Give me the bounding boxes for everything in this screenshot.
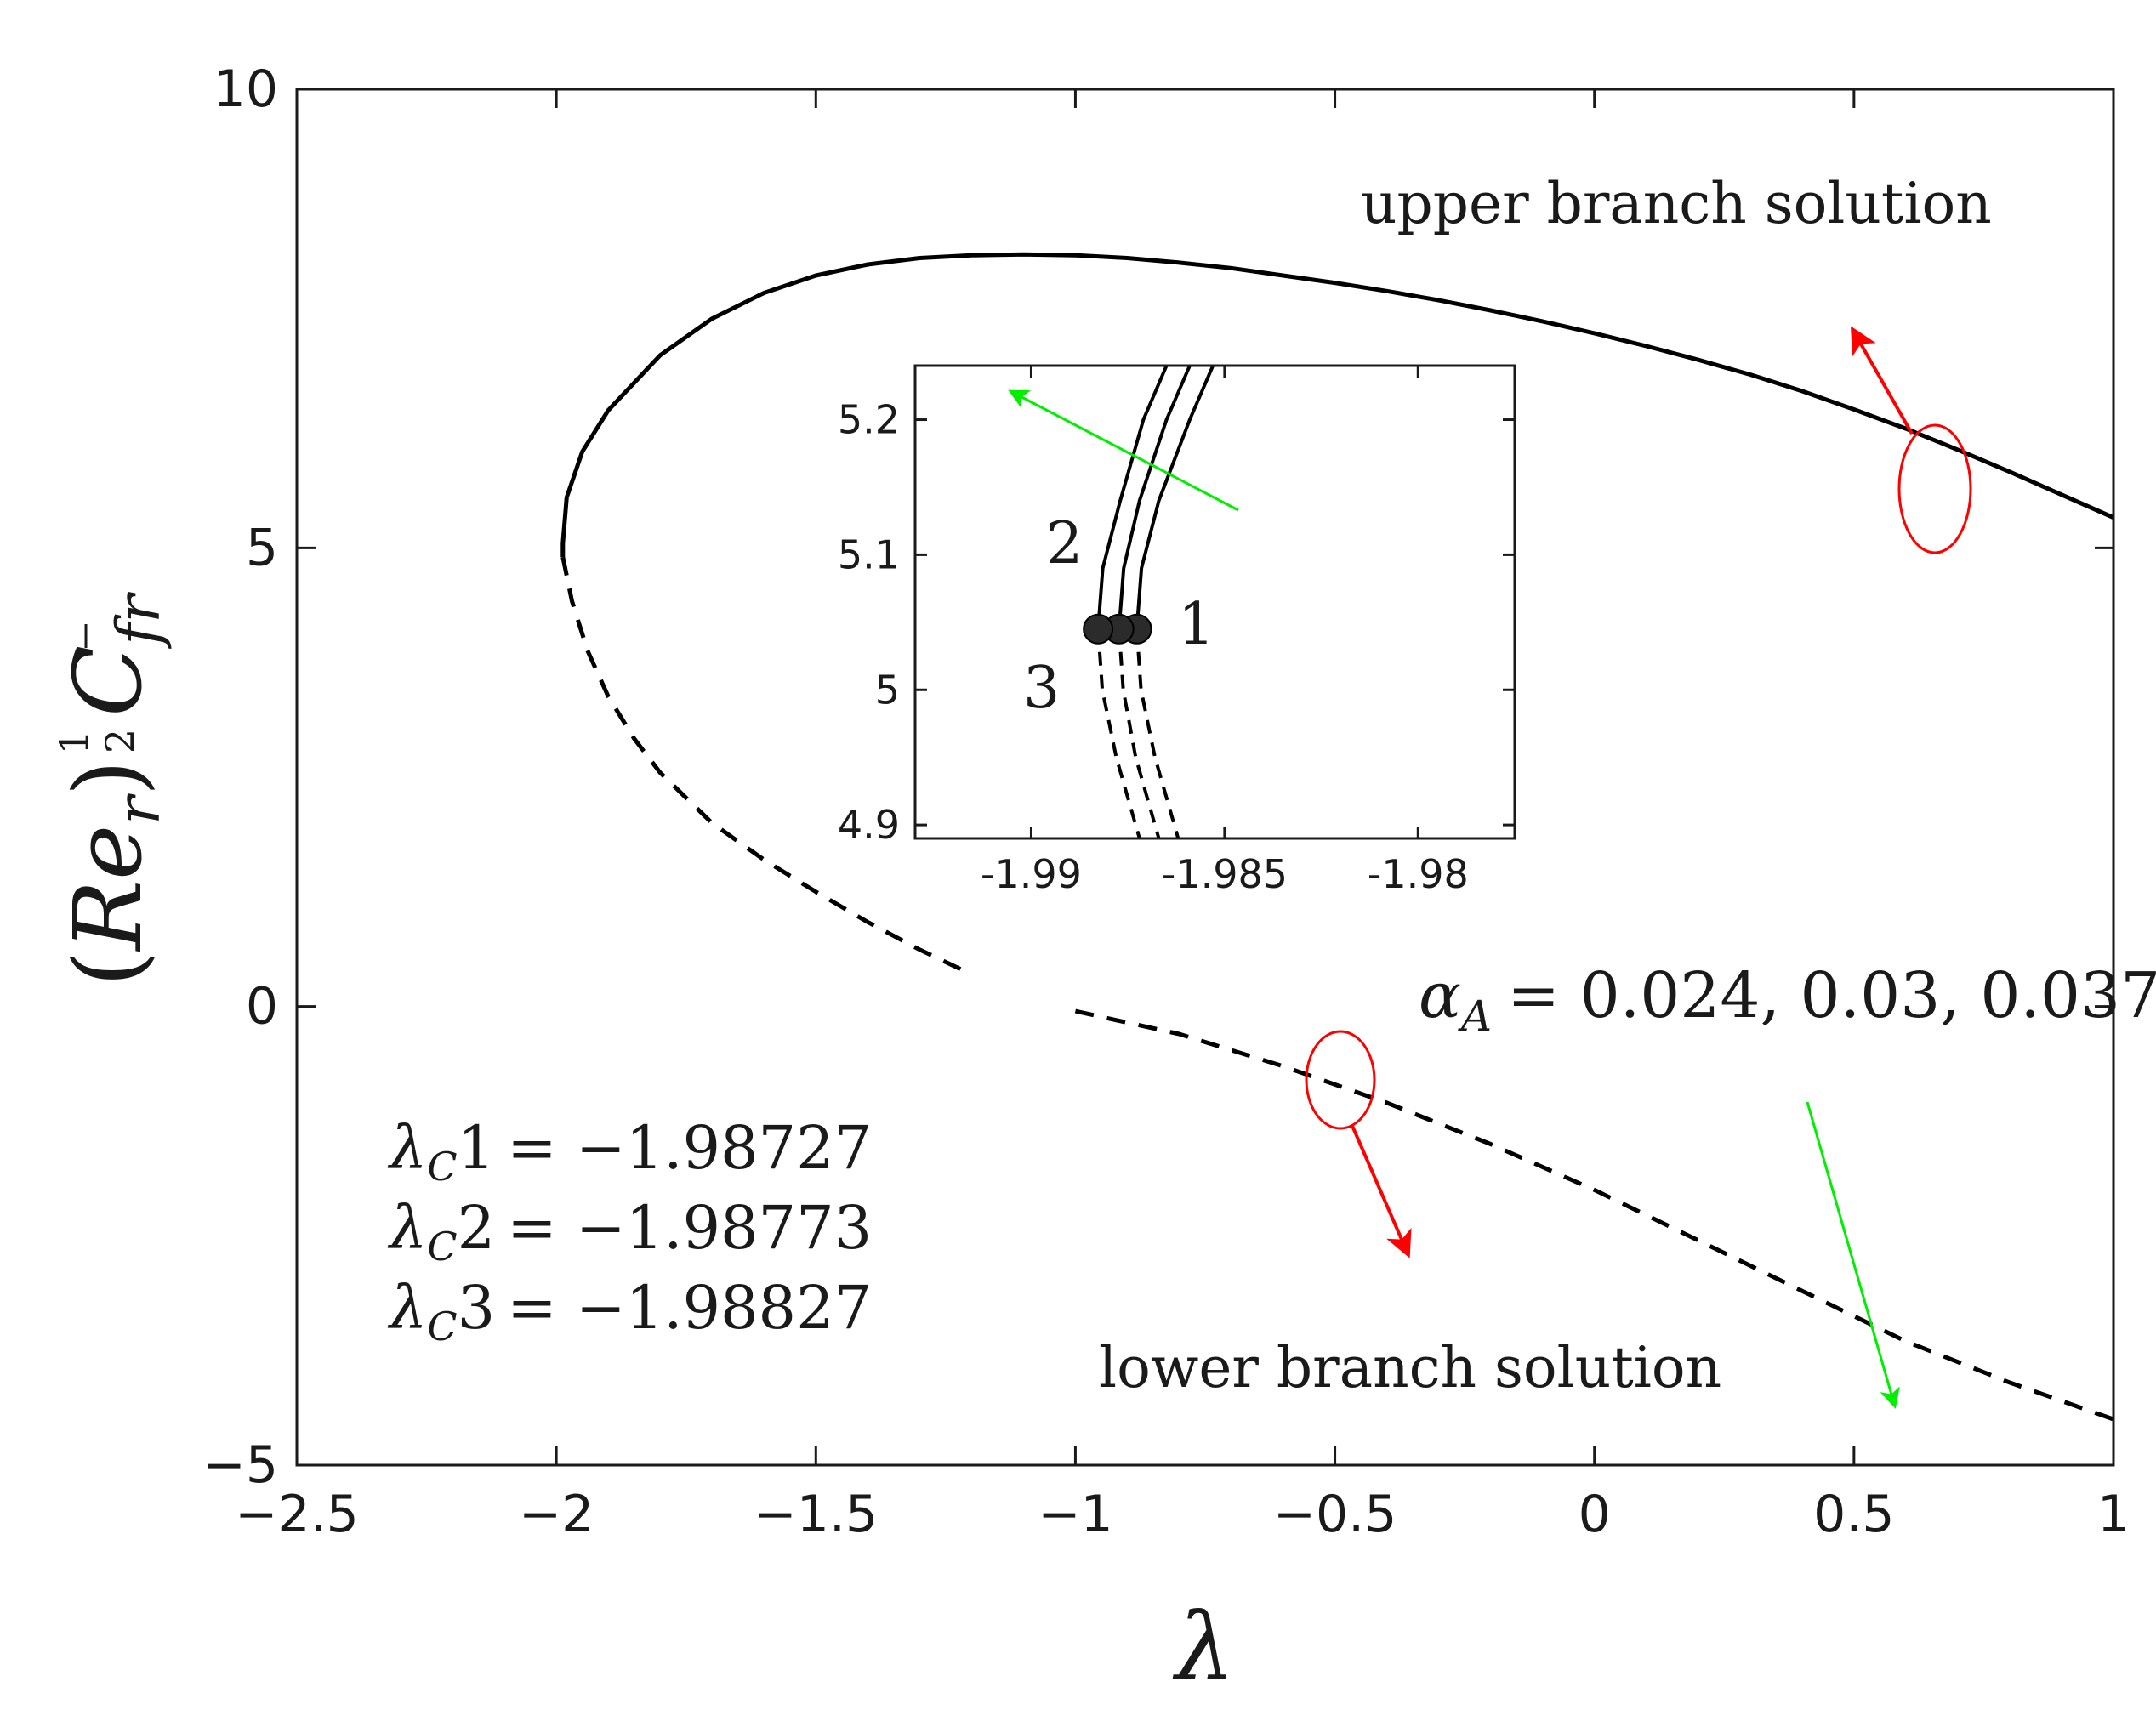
main-plot-frame — [295, 88, 2115, 1467]
alpha-symbol: α — [1419, 959, 1461, 1032]
inset-series-6 — [1096, 628, 1141, 839]
main-y-tick-label: −5 — [203, 1435, 278, 1495]
red-markers — [1305, 326, 1972, 1258]
inset-points — [1083, 613, 1152, 645]
y-label-close: ) — [54, 759, 162, 796]
inset-x-tick-label: -1.985 — [1162, 851, 1288, 897]
inset-x-tick-label: -1.99 — [981, 851, 1082, 897]
inset-y-tick-label: 5.2 — [838, 397, 900, 443]
main-y-tick-label: 10 — [213, 60, 278, 119]
alpha-label: αA = 0.024, 0.03, 0.037 — [1419, 959, 2156, 1041]
inset-critical-point-3 — [1083, 613, 1114, 645]
y-axis-label: (Rer) 12 Cfr — [51, 592, 174, 987]
main-x-tick-label: −0.5 — [1273, 1485, 1397, 1544]
alpha-values: = 0.024, 0.03, 0.037 — [1507, 959, 2156, 1032]
x-axis-label: λ — [1172, 1593, 1235, 1701]
inset-y-tick-label: 5.1 — [838, 531, 900, 577]
main-y-tick-label: 5 — [246, 518, 278, 577]
inset-series-3 — [1117, 365, 1192, 629]
main-plot: −2.5 −2 −1.5 −1 −0.5 0 0.5 1 −5 0 5 10 — [203, 60, 2130, 1544]
lower-green-arrow — [1806, 1101, 1900, 1409]
svg-text:(Rer)12Cfr: (Rer) 12 Cfr — [51, 592, 174, 987]
upper-branch-ellipse — [1897, 423, 1972, 554]
critical-value-1: λC1 = −1.98727 — [387, 1113, 872, 1190]
main-series-3 — [1074, 1008, 2114, 1422]
alpha-sub: A — [1458, 991, 1492, 1041]
main-x-tick-label: −1.5 — [754, 1485, 878, 1544]
main-x-tick-label: −2.5 — [235, 1485, 359, 1544]
inset-curve-label-3: 3 — [1023, 655, 1060, 722]
inset-curve-label-2: 2 — [1046, 510, 1083, 577]
main-x-tick-label: 0.5 — [1813, 1485, 1894, 1544]
y-label-main-sub: fr — [104, 592, 174, 650]
inset-x-tick-label: -1.98 — [1368, 851, 1469, 897]
upper-branch-red-arrow — [1851, 326, 1914, 435]
main-series-2 — [560, 556, 973, 977]
inset-plot: -1.99 -1.985 -1.98 4.9 5 5.1 5.2 1 2 3 — [838, 364, 1516, 897]
y-label-exp-den: 2 — [97, 729, 143, 753]
main-y-tick-label: 0 — [246, 977, 278, 1037]
main-x-tick-label: −2 — [519, 1485, 594, 1544]
critical-value-2: λC2 = −1.98773 — [387, 1193, 872, 1270]
lower-branch-ellipse — [1305, 1030, 1376, 1130]
y-label-base: Re — [54, 825, 162, 952]
inset-series-4 — [1117, 628, 1161, 839]
main-curves — [560, 252, 2115, 1422]
main-x-tick-label: 1 — [2097, 1485, 2130, 1544]
critical-value-3: λC3 = −1.98827 — [387, 1273, 872, 1349]
inset-green-arrow — [1008, 389, 1239, 512]
lower-branch-label: lower branch solution — [1099, 1335, 1721, 1400]
lower-branch-red-arrow — [1351, 1125, 1412, 1258]
critical-values-list: λC1 = −1.98727 λC2 = −1.98773 λC3 = −1.9882… — [387, 1113, 872, 1349]
inset-curve-label-1: 1 — [1178, 591, 1215, 658]
inset-frame — [913, 364, 1516, 840]
y-label-open: ( — [54, 951, 162, 987]
y-label-exp-num: 1 — [51, 730, 97, 754]
inset-curves — [1096, 365, 1215, 839]
inset-series-5 — [1096, 365, 1169, 629]
inset-y-tick-label: 4.9 — [838, 802, 900, 848]
upper-branch-label: upper branch solution — [1361, 171, 1992, 236]
inset-y-tick-label: 5 — [875, 667, 900, 713]
y-label-base-sub: r — [104, 793, 174, 825]
inset-series-1 — [1135, 365, 1215, 629]
inset-background — [915, 366, 1515, 838]
inset-tick-labels: -1.99 -1.985 -1.98 4.9 5 5.1 5.2 — [838, 397, 1469, 897]
main-x-tick-label: 0 — [1579, 1485, 1611, 1544]
main-tick-labels: −2.5 −2 −1.5 −1 −0.5 0 0.5 1 −5 0 5 10 — [203, 60, 2130, 1544]
main-x-tick-label: −1 — [1038, 1485, 1112, 1544]
inset-series-2 — [1135, 628, 1180, 839]
y-label-main: C — [54, 645, 162, 717]
inset-ticks — [915, 366, 1515, 838]
main-series-1 — [560, 252, 2115, 558]
